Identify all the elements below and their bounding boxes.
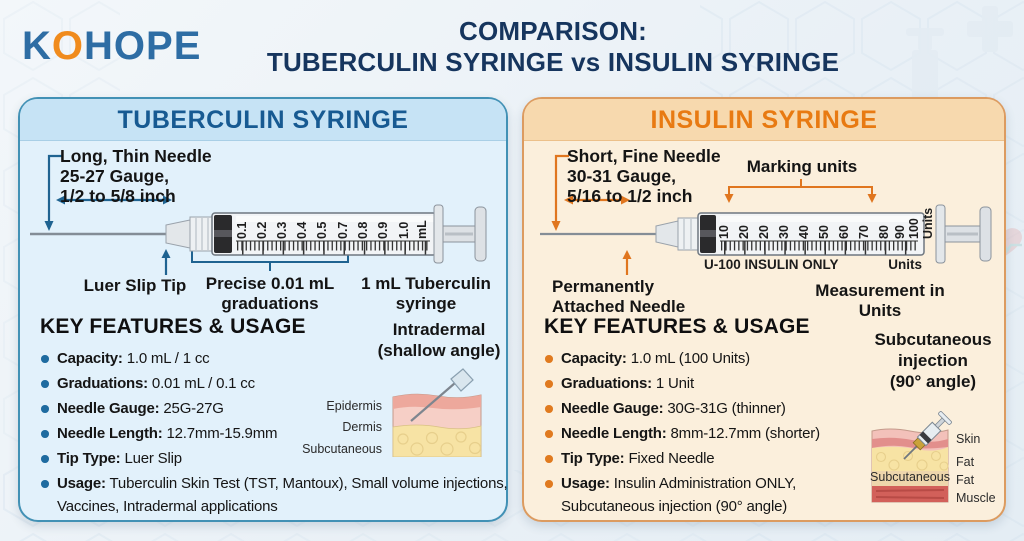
layer-label-fat: Fat [956, 455, 975, 469]
feature-item-graduations: Graduations: 1 Unit [544, 372, 866, 395]
barrel-print: U-100 INSULIN ONLY [704, 257, 839, 272]
tuberculin-panel: TUBERCULIN SYRINGE Long, Thin Needle 25-… [18, 97, 508, 522]
layer-label-skin: Skin [956, 432, 981, 446]
barrel-scale: 10 20 20 30 40 50 60 70 80 90 100 Units [717, 208, 935, 239]
tuberculin-panel-title: TUBERCULIN SYRINGE [20, 99, 506, 141]
feature-item-capacity: Capacity: 1.0 mL (100 Units) [544, 347, 866, 370]
subcutaneous-diagram-title: Subcutaneous injection (90° angle) [874, 330, 992, 391]
features-list: Capacity: 1.0 mL / 1 cc Graduations: 0.0… [40, 347, 510, 520]
svg-text:10: 10 [717, 225, 731, 239]
svg-text:20: 20 [737, 225, 751, 239]
intradermal-needle-hub [450, 368, 474, 392]
logo-rest: HOPE [84, 24, 202, 68]
syringe-size-label: 1 mL Tuberculin syringe [361, 274, 491, 313]
svg-text:0.7: 0.7 [336, 222, 350, 239]
needle-annotation-line2: 25-27 Gauge, [60, 166, 169, 186]
luer-tip-label: Luer Slip Tip [83, 276, 187, 295]
feature-item-graduations: Graduations: 0.01 mL / 0.1 cc [40, 372, 510, 395]
svg-text:0.5: 0.5 [315, 222, 329, 239]
svg-text:60: 60 [837, 225, 851, 239]
insulin-panel-title: INSULIN SYRINGE [524, 99, 1004, 141]
layer-label-muscle: Muscle [956, 491, 996, 505]
feature-item-needle-gauge: Needle Gauge: 25G-27G [40, 397, 510, 420]
plunger-thumb-rest [979, 206, 992, 262]
logo-o: O [51, 24, 85, 68]
feature-item-needle-length: Needle Length: 8mm-12.7mm (shorter) [544, 422, 866, 445]
feature-item-needle-gauge: Needle Gauge: 30G-31G (thinner) [544, 397, 866, 420]
svg-text:40: 40 [797, 225, 811, 239]
tuberculin-syringe-illustration: 0.1 0.2 0.3 0.4 0.5 0.7 0.8 0.9 1.0 mL [30, 204, 487, 264]
logo-k: K [22, 24, 52, 68]
features-list: Capacity: 1.0 mL (100 Units) Graduations… [544, 347, 866, 520]
svg-text:0.4: 0.4 [295, 222, 309, 239]
svg-text:0.3: 0.3 [275, 222, 289, 239]
svg-text:80: 80 [877, 225, 891, 239]
svg-text:0.2: 0.2 [255, 222, 269, 239]
needle-annotation-line3: 1/2 to 5/8 inch [60, 186, 176, 206]
insulin-panel: INSULIN SYRINGE Short, Fine Needle 30-31… [522, 97, 1006, 522]
barrel-flange [935, 204, 946, 264]
subcutaneous-diagram [871, 411, 952, 503]
intradermal-needle [410, 382, 456, 422]
layer-inner-label-subcutaneous: Subcutaneous [870, 470, 950, 484]
svg-text:70: 70 [857, 225, 871, 239]
needle-annotation: Long, Thin Needle 25-27 Gauge, 1/2 to 5/… [60, 146, 212, 206]
feature-item-capacity: Capacity: 1.0 mL / 1 cc [40, 347, 510, 370]
svg-text:100: 100 [907, 218, 921, 239]
svg-text:1.0: 1.0 [397, 222, 411, 239]
barrel-units-print: Units [888, 257, 922, 272]
svg-text:20: 20 [757, 225, 771, 239]
needle-hub [165, 219, 191, 249]
feature-item-tip-type: Tip Type: Fixed Needle [544, 447, 866, 470]
page-title: COMPARISON: TUBERCULIN SYRINGE vs INSULI… [267, 16, 839, 78]
measurement-label: Measurement in Units [815, 281, 945, 320]
features-heading: KEY FEATURES & USAGE [544, 315, 810, 338]
feature-item-needle-length: Needle Length: 12.7mm-15.9mm [40, 422, 510, 445]
insulin-syringe-illustration: 10 20 20 30 40 50 60 70 80 90 100 Units … [540, 204, 992, 272]
subcutaneous-syringe-icon [903, 411, 952, 460]
attached-needle-label: Permanently Attached Needle [552, 277, 686, 316]
svg-text:50: 50 [817, 225, 831, 239]
intradermal-diagram-title: Intradermal (shallow angle) [377, 320, 501, 360]
intradermal-diagram [392, 368, 482, 457]
needle-annotation-line1: Long, Thin Needle [60, 146, 212, 166]
feature-item-tip-type: Tip Type: Luer Slip [40, 447, 510, 470]
needle-annotation-line3: 5/16 to 1/2 inch [567, 186, 693, 206]
needle-annotation-line2: 30-31 Gauge, [567, 166, 676, 186]
svg-text:0.1: 0.1 [235, 222, 249, 239]
marking-units-label: Marking units [746, 157, 858, 176]
graduation-label: Precise 0.01 mL graduations [205, 274, 335, 313]
layer-label-fat2: Fat [956, 473, 975, 487]
needle-annotation: Short, Fine Needle 30-31 Gauge, 5/16 to … [567, 146, 721, 206]
svg-text:0.9: 0.9 [376, 222, 390, 239]
svg-text:0.8: 0.8 [356, 222, 370, 239]
plunger-thumb-rest [474, 206, 487, 262]
cross-glyph-icon [967, 6, 1013, 52]
svg-text:Units: Units [921, 208, 935, 239]
svg-text:90: 90 [893, 225, 907, 239]
page-title-line1: COMPARISON: [458, 16, 648, 46]
page-title-line2: TUBERCULIN SYRINGE vs INSULIN SYRINGE [266, 47, 840, 77]
layer-label-epidermis: Epidermis [326, 399, 382, 413]
brand-logo: KOHOPE [22, 24, 201, 69]
layer-label-subcutaneous: Subcutaneous [302, 442, 382, 456]
barrel-scale: 0.1 0.2 0.3 0.4 0.5 0.7 0.8 0.9 1.0 mL [235, 220, 429, 239]
feature-item-usage: Usage: Tuberculin Skin Test (TST, Mantou… [40, 472, 510, 518]
hub-collar [677, 217, 699, 251]
svg-text:30: 30 [777, 225, 791, 239]
needle-annotation-line1: Short, Fine Needle [567, 146, 721, 166]
svg-text:mL: mL [415, 220, 429, 239]
barrel-flange [433, 204, 444, 264]
feature-item-usage: Usage: Insulin Administration ONLY, Subc… [544, 472, 866, 518]
layer-label-dermis: Dermis [342, 420, 382, 434]
needle-hub [655, 220, 679, 248]
features-heading: KEY FEATURES & USAGE [40, 315, 306, 338]
